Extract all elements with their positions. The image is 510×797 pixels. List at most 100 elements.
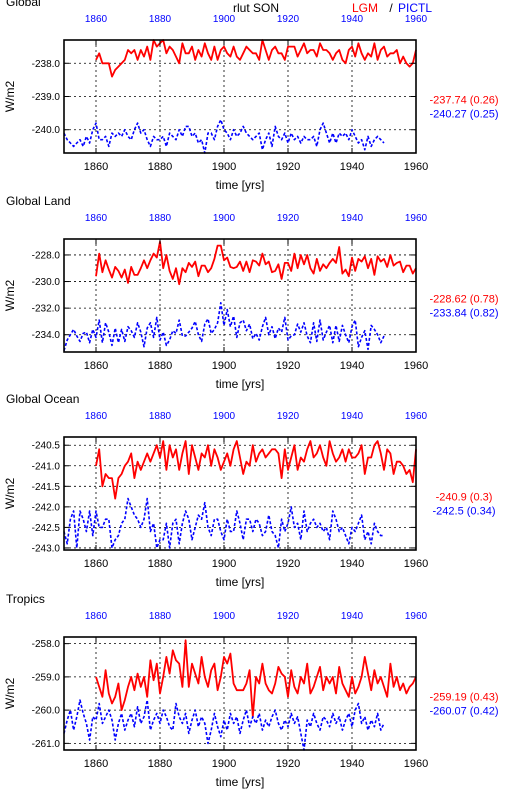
annotation-lgm: -259.19 (0.43) (429, 692, 498, 704)
x-axis-label: time [yrs] (216, 775, 265, 789)
x-tick-label: 1920 (276, 758, 300, 770)
legend-lgm-label: LGM (352, 1, 378, 15)
y-tick-label: -228.0 (32, 250, 61, 261)
series-lgm-line (95, 39, 417, 78)
x-tick-label-top: 1880 (149, 611, 172, 622)
legend-separator: / (389, 1, 393, 15)
series-lgm-line (95, 240, 417, 286)
x-tick-label-top: 1920 (277, 611, 300, 622)
x-tick-label-top: 1920 (277, 411, 300, 422)
y-axis-label: W/m2 (3, 678, 17, 710)
y-tick-label: -238.0 (32, 59, 61, 70)
x-tick-label: 1920 (276, 558, 300, 570)
x-axis-label: time [yrs] (216, 575, 265, 589)
x-tick-label: 1940 (340, 360, 364, 372)
x-tick-label: 1940 (340, 758, 364, 770)
y-tick-label: -234.0 (32, 330, 61, 341)
legend-pictl-label: PICTL (398, 1, 432, 15)
x-tick-label-top: 1860 (85, 14, 108, 25)
x-axis-label: time [yrs] (216, 178, 265, 192)
y-tick-label: -240.5 (32, 441, 61, 452)
x-tick-label-top: 1920 (277, 213, 300, 224)
series-lgm-line (95, 440, 417, 500)
x-tick-label: 1900 (212, 558, 236, 570)
x-axis-label: time [yrs] (216, 377, 265, 391)
x-tick-label-top: 1940 (341, 213, 364, 224)
x-tick-label: 1880 (148, 161, 172, 173)
series-lgm-line (95, 639, 417, 718)
panel-global: Global 1860 1860 1880 1880 1900 1900 1920 1920 19… (3, 0, 499, 192)
x-tick-label: 1860 (84, 360, 108, 372)
y-tick-label: -259.0 (32, 672, 61, 683)
x-tick-label: 1900 (212, 758, 236, 770)
panel-title: Global Ocean (6, 392, 79, 406)
x-tick-label: 1960 (404, 558, 428, 570)
series-pictl-line (63, 699, 385, 751)
y-axis-label: W/m2 (3, 280, 17, 312)
panel-global-land: Global Land 1860 1860 1880 1880 1900 1900 1920 1… (3, 194, 499, 391)
x-tick-label: 1860 (84, 161, 108, 173)
x-tick-label: 1960 (404, 758, 428, 770)
annotation-pictl: -242.5 (0.34) (433, 506, 496, 518)
y-tick-label: -241.0 (32, 461, 61, 472)
x-tick-label: 1960 (404, 161, 428, 173)
panel-global-ocean: Global Ocean 1860 1860 1880 1880 1900 1900 1920… (3, 392, 495, 589)
x-tick-label: 1880 (148, 558, 172, 570)
y-tick-label: -240.0 (32, 125, 61, 136)
x-tick-label-top: 1960 (405, 14, 428, 25)
x-tick-label-top: 1860 (85, 411, 108, 422)
x-tick-label-top: 1940 (341, 611, 364, 622)
plot-frame (63, 238, 417, 353)
y-tick-label: -261.0 (32, 739, 61, 750)
x-tick-label-top: 1860 (85, 213, 108, 224)
annotation-pictl: -233.84 (0.82) (429, 308, 498, 320)
x-tick-label-top: 1900 (213, 14, 236, 25)
y-tick-label: -242.0 (32, 502, 61, 513)
y-axis-label: W/m2 (3, 81, 17, 113)
x-tick-label-top: 1960 (405, 213, 428, 224)
x-tick-label-top: 1900 (213, 611, 236, 622)
x-tick-label-top: 1900 (213, 213, 236, 224)
plot-frame (63, 636, 417, 751)
y-tick-label: -232.0 (32, 304, 61, 315)
panel-title: Global Land (6, 194, 71, 208)
x-tick-label-top: 1880 (149, 213, 172, 224)
x-tick-label: 1880 (148, 360, 172, 372)
x-tick-label: 1940 (340, 161, 364, 173)
panel-tropics: Tropics 1860 1860 1880 1880 1900 1900 1920 1920 1… (3, 592, 499, 789)
panel-title: Tropics (6, 592, 45, 606)
x-tick-label: 1880 (148, 758, 172, 770)
y-tick-label: -243.0 (32, 543, 61, 554)
x-tick-label: 1900 (212, 360, 236, 372)
x-tick-label-top: 1940 (341, 411, 364, 422)
x-tick-label: 1920 (276, 360, 300, 372)
x-tick-label-top: 1900 (213, 411, 236, 422)
annotation-lgm: -237.74 (0.26) (429, 95, 498, 107)
x-tick-label-top: 1880 (149, 411, 172, 422)
annotation-pictl: -260.07 (0.42) (429, 706, 498, 718)
annotation-lgm: -240.9 (0.3) (436, 492, 493, 504)
annotation-pictl: -240.27 (0.25) (429, 109, 498, 121)
panel-title: Global (6, 0, 41, 9)
x-tick-label-top: 1960 (405, 411, 428, 422)
y-tick-label: -242.5 (32, 523, 61, 534)
y-tick-label: -258.0 (32, 639, 61, 650)
y-tick-label: -230.0 (32, 277, 61, 288)
y-tick-label: -241.5 (32, 482, 61, 493)
x-tick-label: 1940 (340, 558, 364, 570)
variable-title: rlut SON (233, 1, 279, 15)
annotation-lgm: -228.62 (0.78) (429, 294, 498, 306)
x-tick-label: 1900 (212, 161, 236, 173)
plot-frame (63, 436, 417, 551)
x-tick-label-top: 1940 (341, 14, 364, 25)
x-tick-label: 1920 (276, 161, 300, 173)
x-tick-label-top: 1860 (85, 611, 108, 622)
x-tick-label-top: 1880 (149, 14, 172, 25)
x-tick-label: 1860 (84, 558, 108, 570)
y-tick-label: -260.0 (32, 706, 61, 717)
x-tick-label: 1960 (404, 360, 428, 372)
x-tick-label: 1860 (84, 758, 108, 770)
y-axis-label: W/m2 (3, 478, 17, 510)
series-pictl-line (63, 497, 384, 549)
